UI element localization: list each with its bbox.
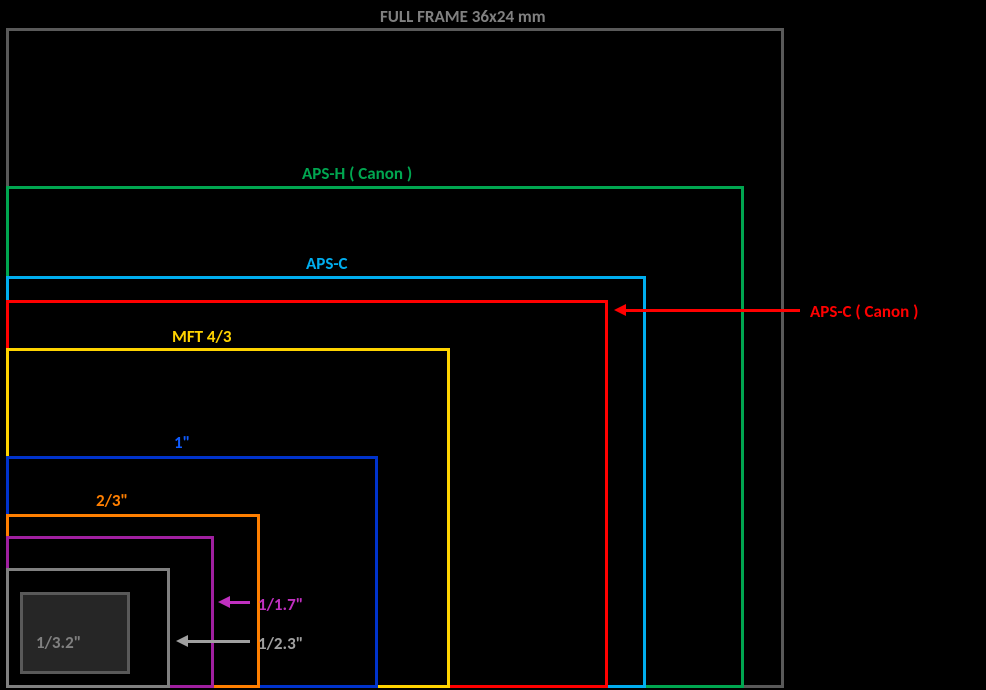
sensor-label-full-frame: FULL FRAME 36x24 mm [380, 6, 546, 27]
sensor-label-one-inch: 1" [174, 432, 190, 453]
arrow-line-aps-c-canon [624, 309, 800, 312]
sensor-label-aps-c: APS-C [306, 253, 348, 274]
arrow-line-one-1-7 [228, 601, 250, 604]
sensor-label-one-3-2: 1/3.2" [36, 632, 81, 653]
sensor-size-diagram: FULL FRAME 36x24 mm APS-H ( Canon ) APS-C A… [0, 0, 986, 690]
sensor-label-one-2-3: 1/2.3" [258, 633, 303, 654]
arrow-head-one-2-3 [176, 635, 188, 647]
sensor-label-aps-c-canon: APS-C ( Canon ) [810, 301, 918, 322]
sensor-label-mft: MFT 4/3 [172, 326, 231, 347]
arrow-line-one-2-3 [186, 640, 250, 643]
sensor-label-aps-h-canon: APS-H ( Canon ) [302, 163, 412, 184]
sensor-label-one-1-7: 1/1.7" [258, 594, 303, 615]
sensor-label-two-thirds: 2/3" [96, 490, 128, 511]
arrow-head-one-1-7 [218, 596, 230, 608]
arrow-head-aps-c-canon [614, 304, 626, 316]
